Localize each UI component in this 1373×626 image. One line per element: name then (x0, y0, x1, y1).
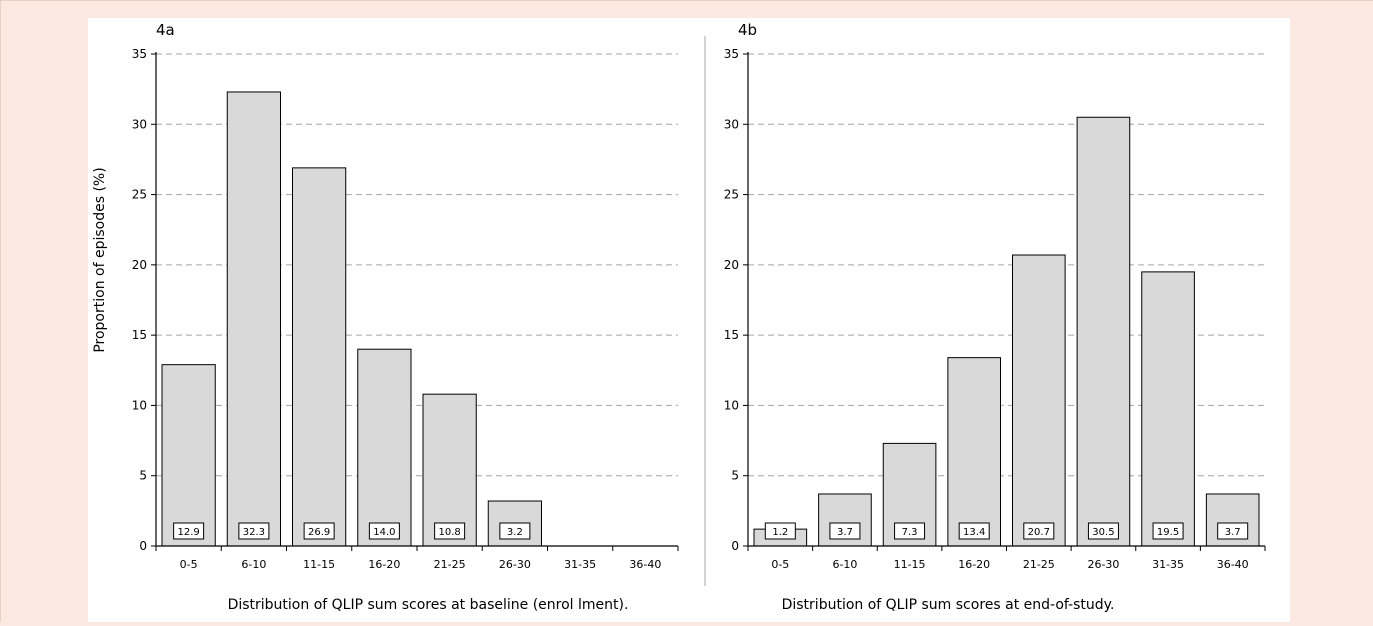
bar-16-20 (357, 348, 412, 547)
x-tick-label: 26-30 (1087, 558, 1119, 571)
data-label-box (368, 522, 400, 540)
y-tick-label: 5 (731, 469, 739, 483)
data-label: 7.3 (902, 527, 918, 538)
data-label: 10.8 (438, 527, 460, 538)
data-label: 19.5 (1157, 527, 1179, 538)
panel-label: 4b (738, 21, 757, 39)
data-label-box (829, 522, 861, 540)
y-tick-label: 10 (132, 398, 147, 412)
y-axis-label: Proportion of episodes (%) (92, 167, 108, 352)
y-tick-label: 25 (132, 188, 147, 202)
x-tick-label: 36-40 (629, 558, 661, 571)
y-tick-label: 0 (731, 539, 739, 553)
x-tick-label: 36-40 (1217, 558, 1249, 571)
data-label-box (1023, 522, 1055, 540)
y-tick-label: 10 (724, 398, 739, 412)
x-tick-label: 31-35 (1152, 558, 1184, 571)
x-tick-label: 21-25 (434, 558, 466, 571)
x-tick-label: 31-35 (564, 558, 596, 571)
y-tick-label: 5 (139, 469, 147, 483)
data-label-box (1087, 522, 1119, 540)
bar-0-5 (161, 364, 216, 547)
bar-11-15 (292, 167, 347, 547)
data-label-box (1217, 522, 1249, 540)
data-label-box (958, 522, 990, 540)
y-tick-label: 30 (132, 117, 147, 131)
y-tick-label: 0 (139, 539, 147, 553)
data-label: 12.9 (177, 527, 199, 538)
x-tick-label: 11-15 (303, 558, 335, 571)
y-tick-label: 35 (132, 47, 147, 61)
data-label: 32.3 (243, 527, 265, 538)
bar-26-30 (1076, 116, 1131, 547)
x-axis-label: Distribution of QLIP sum scores at end-o… (782, 597, 1115, 613)
data-label-box (238, 522, 270, 540)
y-tick-label: 20 (724, 258, 739, 272)
data-label-box (894, 522, 926, 540)
data-label: 3.7 (1225, 527, 1241, 538)
data-label: 20.7 (1028, 527, 1050, 538)
x-tick-label: 0-5 (771, 558, 789, 571)
data-label: 26.9 (308, 527, 330, 538)
data-label: 3.7 (837, 527, 853, 538)
data-label: 3.2 (507, 527, 523, 538)
x-axis-label: Distribution of QLIP sum scores at basel… (228, 597, 629, 613)
bar-31-35 (1141, 271, 1195, 547)
data-label: 30.5 (1092, 527, 1114, 538)
x-tick-label: 6-10 (832, 558, 857, 571)
bar-16-20 (947, 357, 1001, 547)
data-label-box (173, 522, 205, 540)
panel-label: 4a (156, 21, 175, 39)
x-tick-label: 6-10 (241, 558, 266, 571)
data-label-box (499, 522, 531, 540)
x-tick-label: 26-30 (499, 558, 531, 571)
data-label-box (303, 522, 335, 540)
y-tick-label: 20 (132, 258, 147, 272)
data-label-box (434, 522, 466, 540)
figure-panel: 0 5 10 15 20 25 30 35 0-5 6-10 11-15 16-20 21-25 26-3… (88, 18, 1290, 622)
x-tick-label: 16-20 (958, 558, 990, 571)
bar-21-25 (1012, 254, 1066, 547)
x-tick-label: 11-15 (894, 558, 926, 571)
y-tick-label: 30 (724, 117, 739, 131)
y-tick-label: 35 (724, 47, 739, 61)
bar-21-25 (422, 393, 477, 547)
data-label: 14.0 (373, 527, 395, 538)
x-tick-label: 16-20 (368, 558, 400, 571)
bar-6-10 (226, 91, 281, 547)
x-tick-label: 0-5 (180, 558, 198, 571)
data-label: 1.2 (772, 527, 788, 538)
y-tick-label: 25 (724, 188, 739, 202)
data-label-box (1152, 522, 1184, 540)
x-tick-label: 21-25 (1023, 558, 1055, 571)
data-label-box (764, 522, 796, 540)
y-tick-label: 15 (724, 328, 739, 342)
qlip-distribution-figure: 0 5 10 15 20 25 30 35 0-5 6-10 11-15 16-20 21-25 26-3… (92, 21, 1266, 613)
data-label: 13.4 (963, 527, 985, 538)
y-tick-label: 15 (132, 328, 147, 342)
